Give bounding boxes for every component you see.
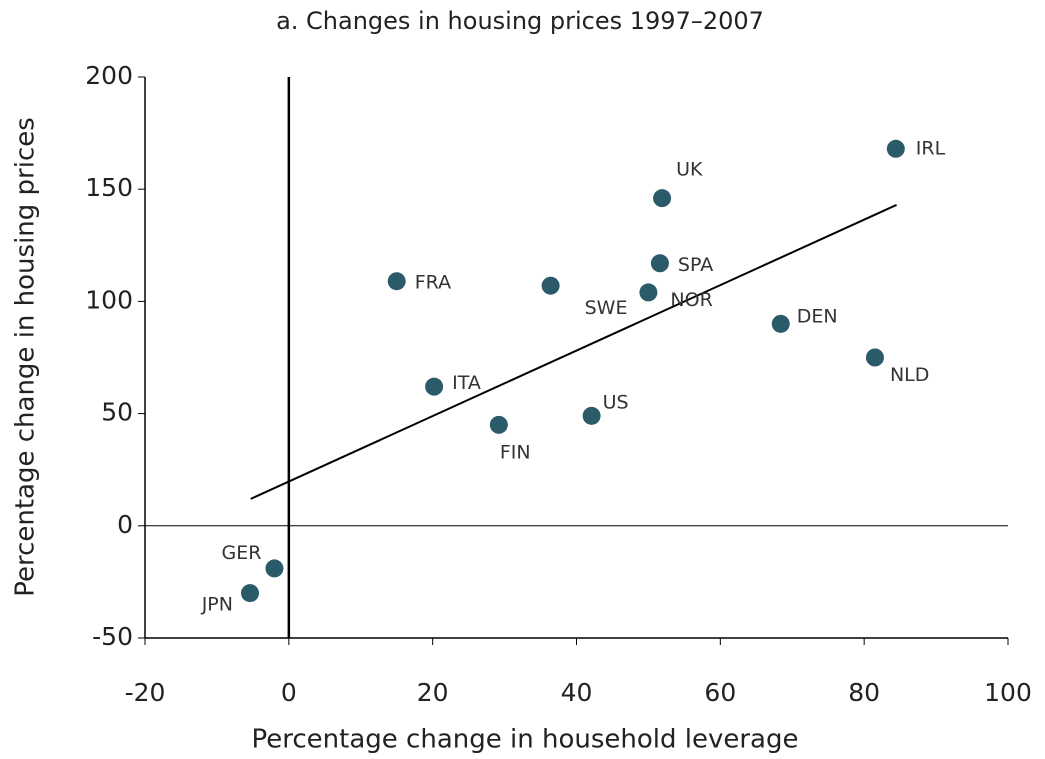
point xyxy=(240,584,259,603)
point-label: NOR xyxy=(670,289,712,311)
x-axis-label: Percentage change in household leverage xyxy=(252,725,799,755)
point-label: FRA xyxy=(415,272,451,294)
point-label: UK xyxy=(676,159,703,181)
point-label: SPA xyxy=(678,254,713,276)
x-tick-label: 60 xyxy=(704,678,736,707)
x-tick-label: 20 xyxy=(417,678,449,707)
point xyxy=(582,406,601,425)
point xyxy=(886,139,905,158)
point xyxy=(650,254,669,273)
point-label: US xyxy=(603,391,629,413)
point xyxy=(387,272,406,291)
y-tick-label: 200 xyxy=(85,61,133,90)
point xyxy=(865,348,884,367)
chart-title: a. Changes in housing prices 1997–2007 xyxy=(276,7,764,35)
point-label: SWE xyxy=(585,297,628,319)
x-tick-label: 80 xyxy=(848,678,880,707)
y-tick-label: 150 xyxy=(85,173,133,202)
point-label: ITA xyxy=(452,372,481,394)
x-tick-label: 100 xyxy=(984,678,1032,707)
x-tick-label: 40 xyxy=(561,678,593,707)
point xyxy=(541,276,560,295)
trendline xyxy=(250,203,897,500)
point-label: DEN xyxy=(797,305,838,327)
point-label: JPN xyxy=(201,594,233,616)
point-label: IRL xyxy=(916,137,946,159)
y-tick-label: -50 xyxy=(92,622,133,651)
point xyxy=(653,189,672,208)
point-label: GER xyxy=(222,542,262,564)
y-tick-label: 0 xyxy=(117,510,133,539)
point xyxy=(489,415,508,434)
point xyxy=(771,314,790,333)
x-tick-label: 0 xyxy=(281,678,297,707)
point xyxy=(265,559,284,578)
point-label: NLD xyxy=(890,364,929,386)
y-axis-label: Percentage change in housing prices xyxy=(11,117,41,597)
x-tick-label: -20 xyxy=(125,678,166,707)
y-tick-label: 100 xyxy=(85,285,133,314)
y-tick-label: 50 xyxy=(101,398,133,427)
point xyxy=(639,283,658,302)
point-label: FIN xyxy=(500,441,531,463)
point xyxy=(425,377,444,396)
